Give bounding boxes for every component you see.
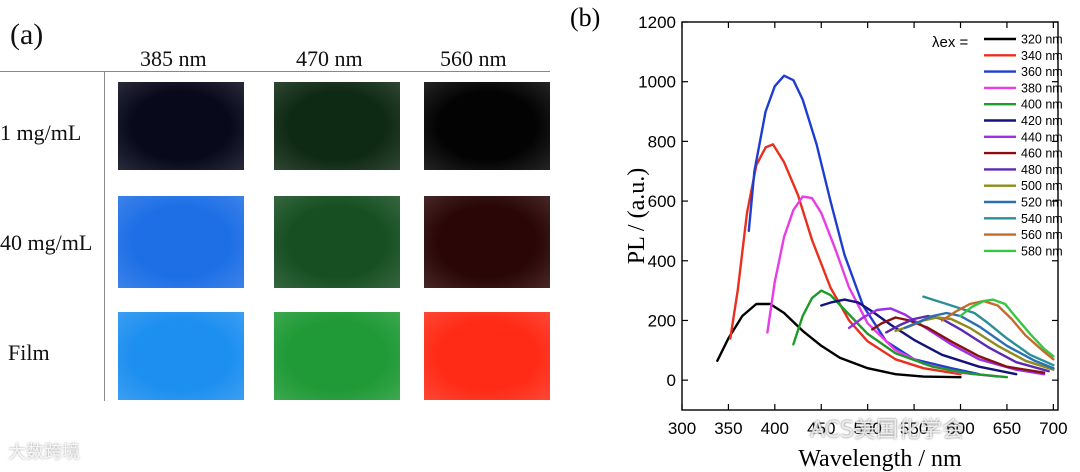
legend-label-480nm: 480 nm	[1021, 163, 1063, 177]
legend-label-400nm: 400 nm	[1021, 98, 1063, 112]
row-label-1mg: 1 mg/mL	[0, 120, 82, 145]
header-divider	[0, 71, 550, 72]
x-tick-label-550: 550	[900, 419, 928, 438]
x-tick-label-350: 350	[714, 419, 742, 438]
legend-label-380nm: 380 nm	[1021, 81, 1063, 95]
series-line-560nm	[940, 299, 1055, 361]
panel-a-label: (a)	[10, 18, 44, 51]
swatch-40mg-560	[424, 196, 550, 288]
swatch-1mg-560	[424, 82, 550, 170]
swatch-1mg-470	[274, 82, 400, 170]
y-tick-label-0: 0	[667, 371, 676, 390]
x-axis-label: Wavelength / nm	[798, 446, 962, 472]
y-tick-label-400: 400	[648, 252, 676, 271]
watermark-right: ACS美国化学会	[810, 418, 964, 443]
y-tick-label-600: 600	[648, 192, 676, 211]
legend-label-560nm: 560 nm	[1021, 228, 1063, 242]
swatch-film-470	[274, 312, 400, 400]
legend-label-540nm: 540 nm	[1021, 212, 1063, 226]
row-label-divider	[104, 71, 105, 401]
legend-label-580nm: 580 nm	[1021, 244, 1063, 258]
column-header-470: 470 nm	[296, 46, 363, 71]
x-tick-label-500: 500	[853, 419, 881, 438]
y-tick-label-1000: 1000	[638, 73, 676, 92]
series-line-400nm	[792, 289, 1009, 379]
row-label-film: Film	[8, 340, 50, 365]
x-tick-label-450: 450	[807, 419, 835, 438]
x-tick-label-600: 600	[946, 419, 974, 438]
series-line-540nm	[922, 295, 1055, 367]
legend-title: λex =	[932, 34, 969, 51]
legend-label-460nm: 460 nm	[1021, 147, 1063, 161]
swatch-film-560	[424, 312, 550, 400]
y-tick-label-800: 800	[648, 132, 676, 151]
series-line-340nm	[729, 143, 962, 376]
x-tick-label-400: 400	[761, 419, 789, 438]
legend-label-520nm: 520 nm	[1021, 196, 1063, 210]
swatch-1mg-385	[118, 82, 244, 170]
legend-label-340nm: 340 nm	[1021, 49, 1063, 63]
legend-label-500nm: 500 nm	[1021, 179, 1063, 193]
watermark-left: 大数跨境	[8, 442, 80, 463]
panel-b-label: (b)	[570, 3, 600, 32]
series-line-320nm	[716, 302, 962, 379]
x-tick-label-650: 650	[993, 419, 1021, 438]
legend-label-440nm: 440 nm	[1021, 130, 1063, 144]
x-tick-label-700: 700	[1039, 419, 1067, 438]
y-tick-label-1200: 1200	[638, 13, 676, 32]
plot-frame	[681, 21, 1059, 411]
column-header-385: 385 nm	[140, 46, 207, 71]
x-tick-label-300: 300	[668, 419, 696, 438]
pl-chart: (b) 0 200 400 600 800 1000 1200 300 350 400 450 500 5…	[570, 3, 1068, 472]
legend-label-320nm: 320 nm	[1021, 33, 1063, 47]
y-tick-label-200: 200	[648, 311, 676, 330]
series-line-420nm	[820, 298, 1018, 376]
legend-label-360nm: 360 nm	[1021, 65, 1063, 79]
y-axis-label: PL / (a.u.)	[624, 168, 650, 264]
swatch-40mg-385	[118, 196, 244, 288]
row-label-40mg: 40 mg/mL	[0, 230, 93, 255]
swatch-film-385	[118, 312, 244, 400]
series-line-460nm	[871, 316, 1046, 374]
series-line-360nm	[747, 74, 981, 376]
swatch-40mg-470	[274, 196, 400, 288]
series-line-580nm	[959, 298, 1055, 358]
column-header-560: 560 nm	[440, 46, 507, 71]
legend-label-420nm: 420 nm	[1021, 114, 1063, 128]
panel-a: (a) 385 nm 470 nm 560 nm 1 mg/mL 40 mg/m…	[0, 18, 550, 401]
